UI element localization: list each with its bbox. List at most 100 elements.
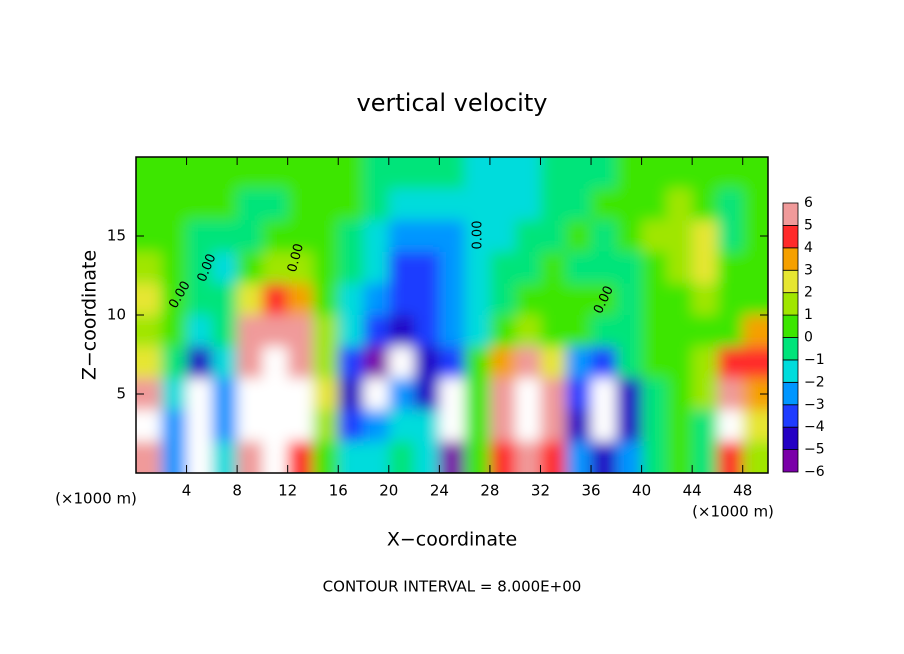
colorbar-box (782, 247, 799, 271)
heat-cell (439, 441, 466, 473)
colorbar-label: −5 (804, 442, 825, 458)
heat-cell (666, 378, 693, 411)
colorbar-label: 0 (804, 330, 813, 346)
heat-cell (742, 441, 768, 473)
heat-cell (591, 441, 617, 473)
heat-cell (237, 378, 263, 411)
heat-cell (338, 315, 365, 348)
heat-cell (616, 441, 643, 473)
heat-cell (363, 378, 390, 411)
heat-cell (565, 346, 592, 379)
heat-cell (641, 157, 668, 190)
heat-cell (363, 346, 390, 379)
heat-cell (515, 441, 541, 473)
heat-cell (287, 378, 314, 411)
heat-cell (717, 251, 744, 284)
heat-cell (641, 315, 668, 348)
heat-cell (666, 283, 693, 316)
heat-cell (161, 157, 188, 190)
heat-cell (692, 315, 718, 348)
heat-cell (489, 315, 516, 348)
heat-cell (666, 188, 693, 221)
heat-cell (666, 409, 693, 442)
heat-cell (338, 251, 365, 284)
colorbar-label: −2 (804, 374, 825, 390)
heat-cell (666, 441, 693, 473)
heat-cell (742, 409, 768, 442)
heat-cell (489, 157, 516, 190)
heat-cell (616, 315, 643, 348)
heat-cell (616, 409, 643, 442)
heat-cell (363, 188, 390, 221)
heat-cell (515, 220, 541, 253)
chart-title: vertical velocity (357, 89, 548, 117)
heat-cell (540, 251, 567, 284)
colorbar-box (782, 359, 799, 383)
heat-cell (742, 283, 768, 316)
heat-cell (262, 315, 289, 348)
heat-cell (262, 188, 289, 221)
heat-cell (211, 220, 238, 253)
heat-cell (338, 283, 365, 316)
heat-cell (666, 315, 693, 348)
heat-cell (237, 409, 263, 442)
heat-cell (565, 220, 592, 253)
contour-label: 0.00 (285, 242, 307, 274)
heat-cell (211, 378, 238, 411)
heat-cell (540, 378, 567, 411)
heat-cell (211, 315, 238, 348)
colorbar-label: 6 (804, 195, 813, 211)
x-axis-label: X−coordinate (387, 529, 517, 551)
footer-note: CONTOUR INTERVAL = 8.000E+00 (323, 578, 582, 596)
heat-cell (565, 315, 592, 348)
heat-cell (742, 346, 768, 379)
heat-cell (540, 441, 567, 473)
heat-cell (616, 188, 643, 221)
heat-cell (338, 346, 365, 379)
heat-cell (565, 157, 592, 190)
heat-cell (312, 188, 339, 221)
heat-cell (692, 441, 718, 473)
heat-cell (161, 315, 188, 348)
heat-cell (666, 251, 693, 284)
heat-cell (363, 220, 390, 253)
heat-cell (287, 220, 314, 253)
heat-cell (186, 188, 213, 221)
heat-cell (388, 188, 415, 221)
heat-cell (742, 315, 768, 348)
x-tick-label: 12 (278, 482, 297, 500)
heat-cell (363, 283, 390, 316)
heat-cell (489, 346, 516, 379)
heat-cell (515, 409, 541, 442)
heat-cell (439, 283, 466, 316)
heat-cell (540, 157, 567, 190)
heat-cell (414, 409, 440, 442)
heat-cell (211, 251, 238, 284)
heat-cell (237, 188, 263, 221)
heat-cell (186, 251, 213, 284)
heat-cell (414, 220, 440, 253)
heat-cell (161, 441, 188, 473)
heat-cell (338, 220, 365, 253)
y-unit: (×1000 m) (55, 490, 137, 508)
heat-cell (439, 220, 466, 253)
heat-cell (717, 283, 744, 316)
y-tick-label: 15 (107, 227, 126, 245)
heat-cell (464, 188, 491, 221)
heat-cell (489, 283, 516, 316)
heat-cell (414, 346, 440, 379)
heat-cell (287, 315, 314, 348)
heat-cell (515, 188, 541, 221)
heat-cell (363, 157, 390, 190)
heat-cell (515, 157, 541, 190)
heat-cell (287, 409, 314, 442)
colorbar-box (782, 269, 799, 294)
colorbar-label: 3 (804, 262, 813, 278)
heat-cell (287, 283, 314, 316)
heat-cell (136, 346, 162, 379)
x-tick-label: 4 (182, 482, 192, 500)
heat-cell (717, 346, 744, 379)
heat-cell (591, 283, 617, 316)
x-tick-label: 40 (632, 482, 651, 500)
